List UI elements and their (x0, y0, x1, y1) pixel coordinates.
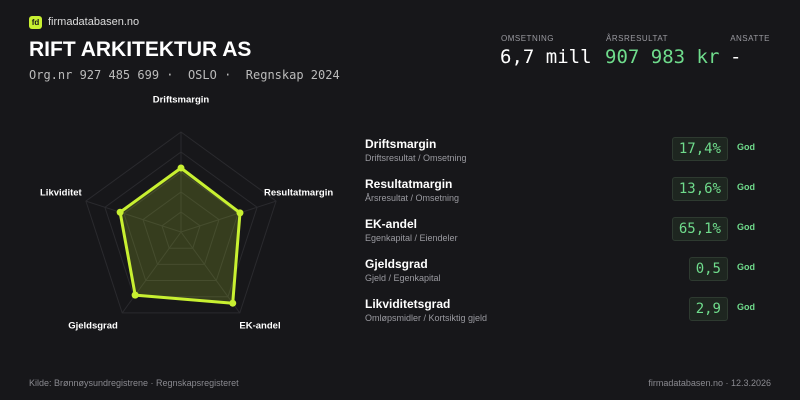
axis-label: Resultatmargin (264, 188, 333, 199)
axis-label: Driftsmargin (153, 95, 210, 106)
org-nr: Org.nr 927 485 699 (29, 68, 160, 82)
radar-point (236, 209, 244, 217)
grid-ring (142, 191, 220, 265)
radar-point (131, 291, 139, 299)
metric-value: 0,5 (688, 257, 728, 281)
axis-label: Likviditet (40, 188, 83, 199)
grid-spoke (180, 231, 241, 314)
metric-formula: Egenkapital / Eiendeler (365, 233, 458, 243)
kpi-value: - (730, 46, 742, 68)
metric-formula: Driftsresultat / Omsetning (365, 153, 467, 163)
metric-row: EK-andel Egenkapital / Eiendeler 65,1% God (365, 217, 765, 253)
radar-point (116, 208, 124, 216)
metric-status: God (737, 222, 755, 232)
metric-status: God (737, 182, 755, 192)
grid-spoke (180, 200, 277, 233)
logo: fd (29, 16, 42, 29)
metric-row: Likviditetsgrad Omløpsmidler / Kortsiktig… (365, 297, 765, 333)
metric-row: Driftsmargin Driftsresultat / Omsetning 17… (365, 137, 765, 173)
grid-spoke (121, 231, 182, 314)
metric-status: God (737, 262, 755, 272)
radar-point (229, 299, 237, 307)
metric-formula: Omløpsmidler / Kortsiktig gjeld (365, 313, 488, 323)
metric-formula: Årsresultat / Omsetning (365, 193, 460, 203)
metric-value: 65,1% (671, 217, 728, 241)
metric-row: Gjeldsgrad Gjeld / Egenkapital 0,5 God (365, 257, 765, 293)
metric-name: Gjeldsgrad (365, 257, 428, 271)
metric-status: God (737, 302, 755, 312)
kpi-label: OMSETNING (501, 34, 554, 43)
footer-source: Kilde: Brønnøysundregistrene · Regnskaps… (29, 378, 239, 388)
metric-status: God (737, 142, 755, 152)
kpi-label: ÅRSRESULTAT (606, 34, 668, 43)
radar-point (177, 164, 185, 172)
metric-formula: Gjeld / Egenkapital (365, 273, 441, 283)
metric-name: Resultatmargin (365, 177, 453, 191)
radar-chart: Driftsmargin Resultatmargin EK-andel Gjelds… (40, 95, 333, 332)
grid-ring (85, 131, 277, 314)
company-info: Org.nr 927 485 699 · OSLO · Regnskap 202… (29, 68, 340, 82)
period: Regnskap 2024 (245, 68, 340, 82)
footer-site: firmadatabasen.no · 12.3.2026 (648, 378, 771, 388)
grid-spoke (85, 200, 182, 233)
city: OSLO (187, 68, 217, 82)
axis-label: Gjeldsgrad (68, 321, 118, 332)
axis-label: EK-andel (239, 321, 280, 332)
radar-area (118, 166, 242, 305)
metric-value: 2,9 (688, 297, 728, 321)
kpi-label: ANSATTE (730, 34, 770, 43)
grid-ring (123, 171, 239, 281)
metric-row: Resultatmargin Årsresultat / Omsetning 13,… (365, 177, 765, 213)
kpi-value: 6,7 mill (500, 46, 592, 68)
metric-value: 17,4% (671, 137, 728, 161)
metric-name: Likviditetsgrad (365, 297, 451, 311)
grid-ring (104, 151, 258, 298)
metric-name: Driftsmargin (365, 137, 437, 151)
company-name: RIFT ARKITEKTUR AS (29, 38, 252, 61)
grid-ring (161, 211, 201, 249)
metric-name: EK-andel (365, 217, 418, 231)
metric-value: 13,6% (671, 177, 728, 201)
brand: firmadatabasen.no (48, 16, 140, 28)
kpi-value: 907 983 kr (605, 46, 720, 68)
